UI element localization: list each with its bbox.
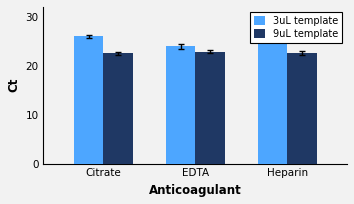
Bar: [166, 46, 195, 164]
Bar: [103, 53, 133, 164]
Bar: [195, 51, 225, 164]
Bar: [74, 36, 103, 164]
X-axis label: Anticoagulant: Anticoagulant: [149, 184, 242, 197]
Legend: 3uL template, 9uL template: 3uL template, 9uL template: [250, 12, 342, 42]
Bar: [287, 53, 317, 164]
Y-axis label: Ct: Ct: [7, 78, 20, 92]
Bar: [258, 36, 287, 164]
